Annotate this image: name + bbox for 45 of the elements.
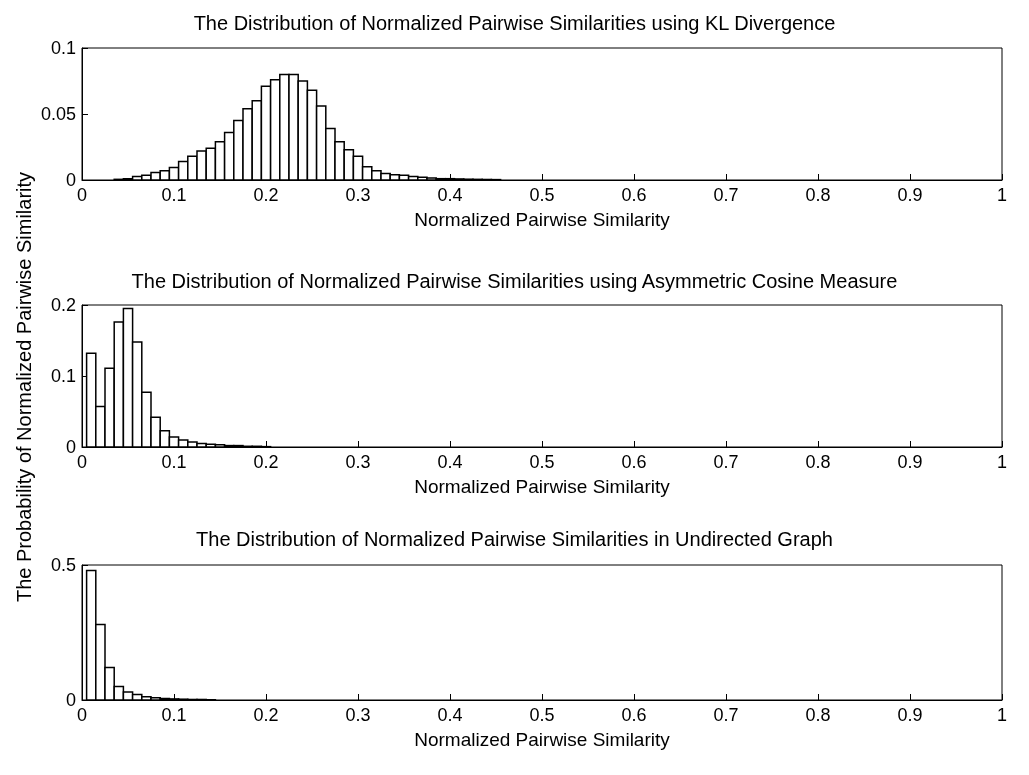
x-tick-label: 0.7 (713, 185, 739, 205)
x-tick-label: 0.4 (437, 452, 463, 472)
x-tick-label: 1 (996, 452, 1008, 472)
x-tick-label: 0.5 (529, 185, 555, 205)
x-axis-title: Normalized Pairwise Similarity (414, 729, 671, 750)
x-tick-label: 0.6 (621, 185, 647, 205)
y-tick-label: 0 (65, 170, 76, 190)
x-tick-label: 1 (996, 185, 1008, 205)
x-tick-label: 0.6 (621, 705, 647, 725)
x-axis-title: Normalized Pairwise Similarity (414, 476, 671, 497)
x-tick-label: 0.2 (253, 185, 279, 205)
x-tick-label: 0.9 (897, 452, 923, 472)
y-tick-label: 0.1 (50, 38, 76, 58)
y-tick-label: 0.05 (40, 104, 76, 124)
y-tick-label: 0.5 (50, 555, 76, 575)
x-tick-label: 0.7 (713, 705, 739, 725)
y-tick-label: 0.2 (50, 295, 76, 315)
x-tick-label: 0.1 (161, 705, 187, 725)
y-tick-label: 0 (65, 437, 76, 457)
x-tick-label: 0.1 (161, 185, 187, 205)
x-tick-label: 0.4 (437, 705, 463, 725)
x-tick-label: 0.3 (345, 185, 371, 205)
x-tick-label: 0.4 (437, 185, 463, 205)
x-tick-label: 0.8 (805, 705, 831, 725)
x-tick-label: 0.2 (253, 705, 279, 725)
x-tick-label: 0.1 (161, 452, 187, 472)
x-tick-label: 1 (996, 705, 1008, 725)
y-tick-label: 0.1 (50, 366, 76, 386)
x-tick-label: 0.9 (897, 185, 923, 205)
x-tick-label: 0.7 (713, 452, 739, 472)
x-tick-label: 0.2 (253, 452, 279, 472)
x-tick-label: 0.8 (805, 185, 831, 205)
x-tick-label: 0.5 (529, 452, 555, 472)
y-axis-title: The Probability of Normalized Pairwise Similarity (12, 171, 36, 603)
y-tick-label: 0 (65, 690, 76, 710)
chart-title: The Distribution of Normalized Pairwise Similarities using Asymmetric Cosine Measure (131, 270, 898, 292)
x-axis-title: Normalized Pairwise Similarity (414, 209, 671, 230)
chart-title: The Distribution of Normalized Pairwise Similarities in Undirected Graph (196, 528, 833, 550)
x-tick-label: 0.6 (621, 452, 647, 472)
x-tick-label: 0.3 (345, 452, 371, 472)
x-tick-label: 0.8 (805, 452, 831, 472)
chart-title: The Distribution of Normalized Pairwise Similarities using KL Divergence (193, 12, 836, 34)
x-tick-label: 0.9 (897, 705, 923, 725)
x-tick-label: 0.5 (529, 705, 555, 725)
x-tick-label: 0.3 (345, 705, 371, 725)
